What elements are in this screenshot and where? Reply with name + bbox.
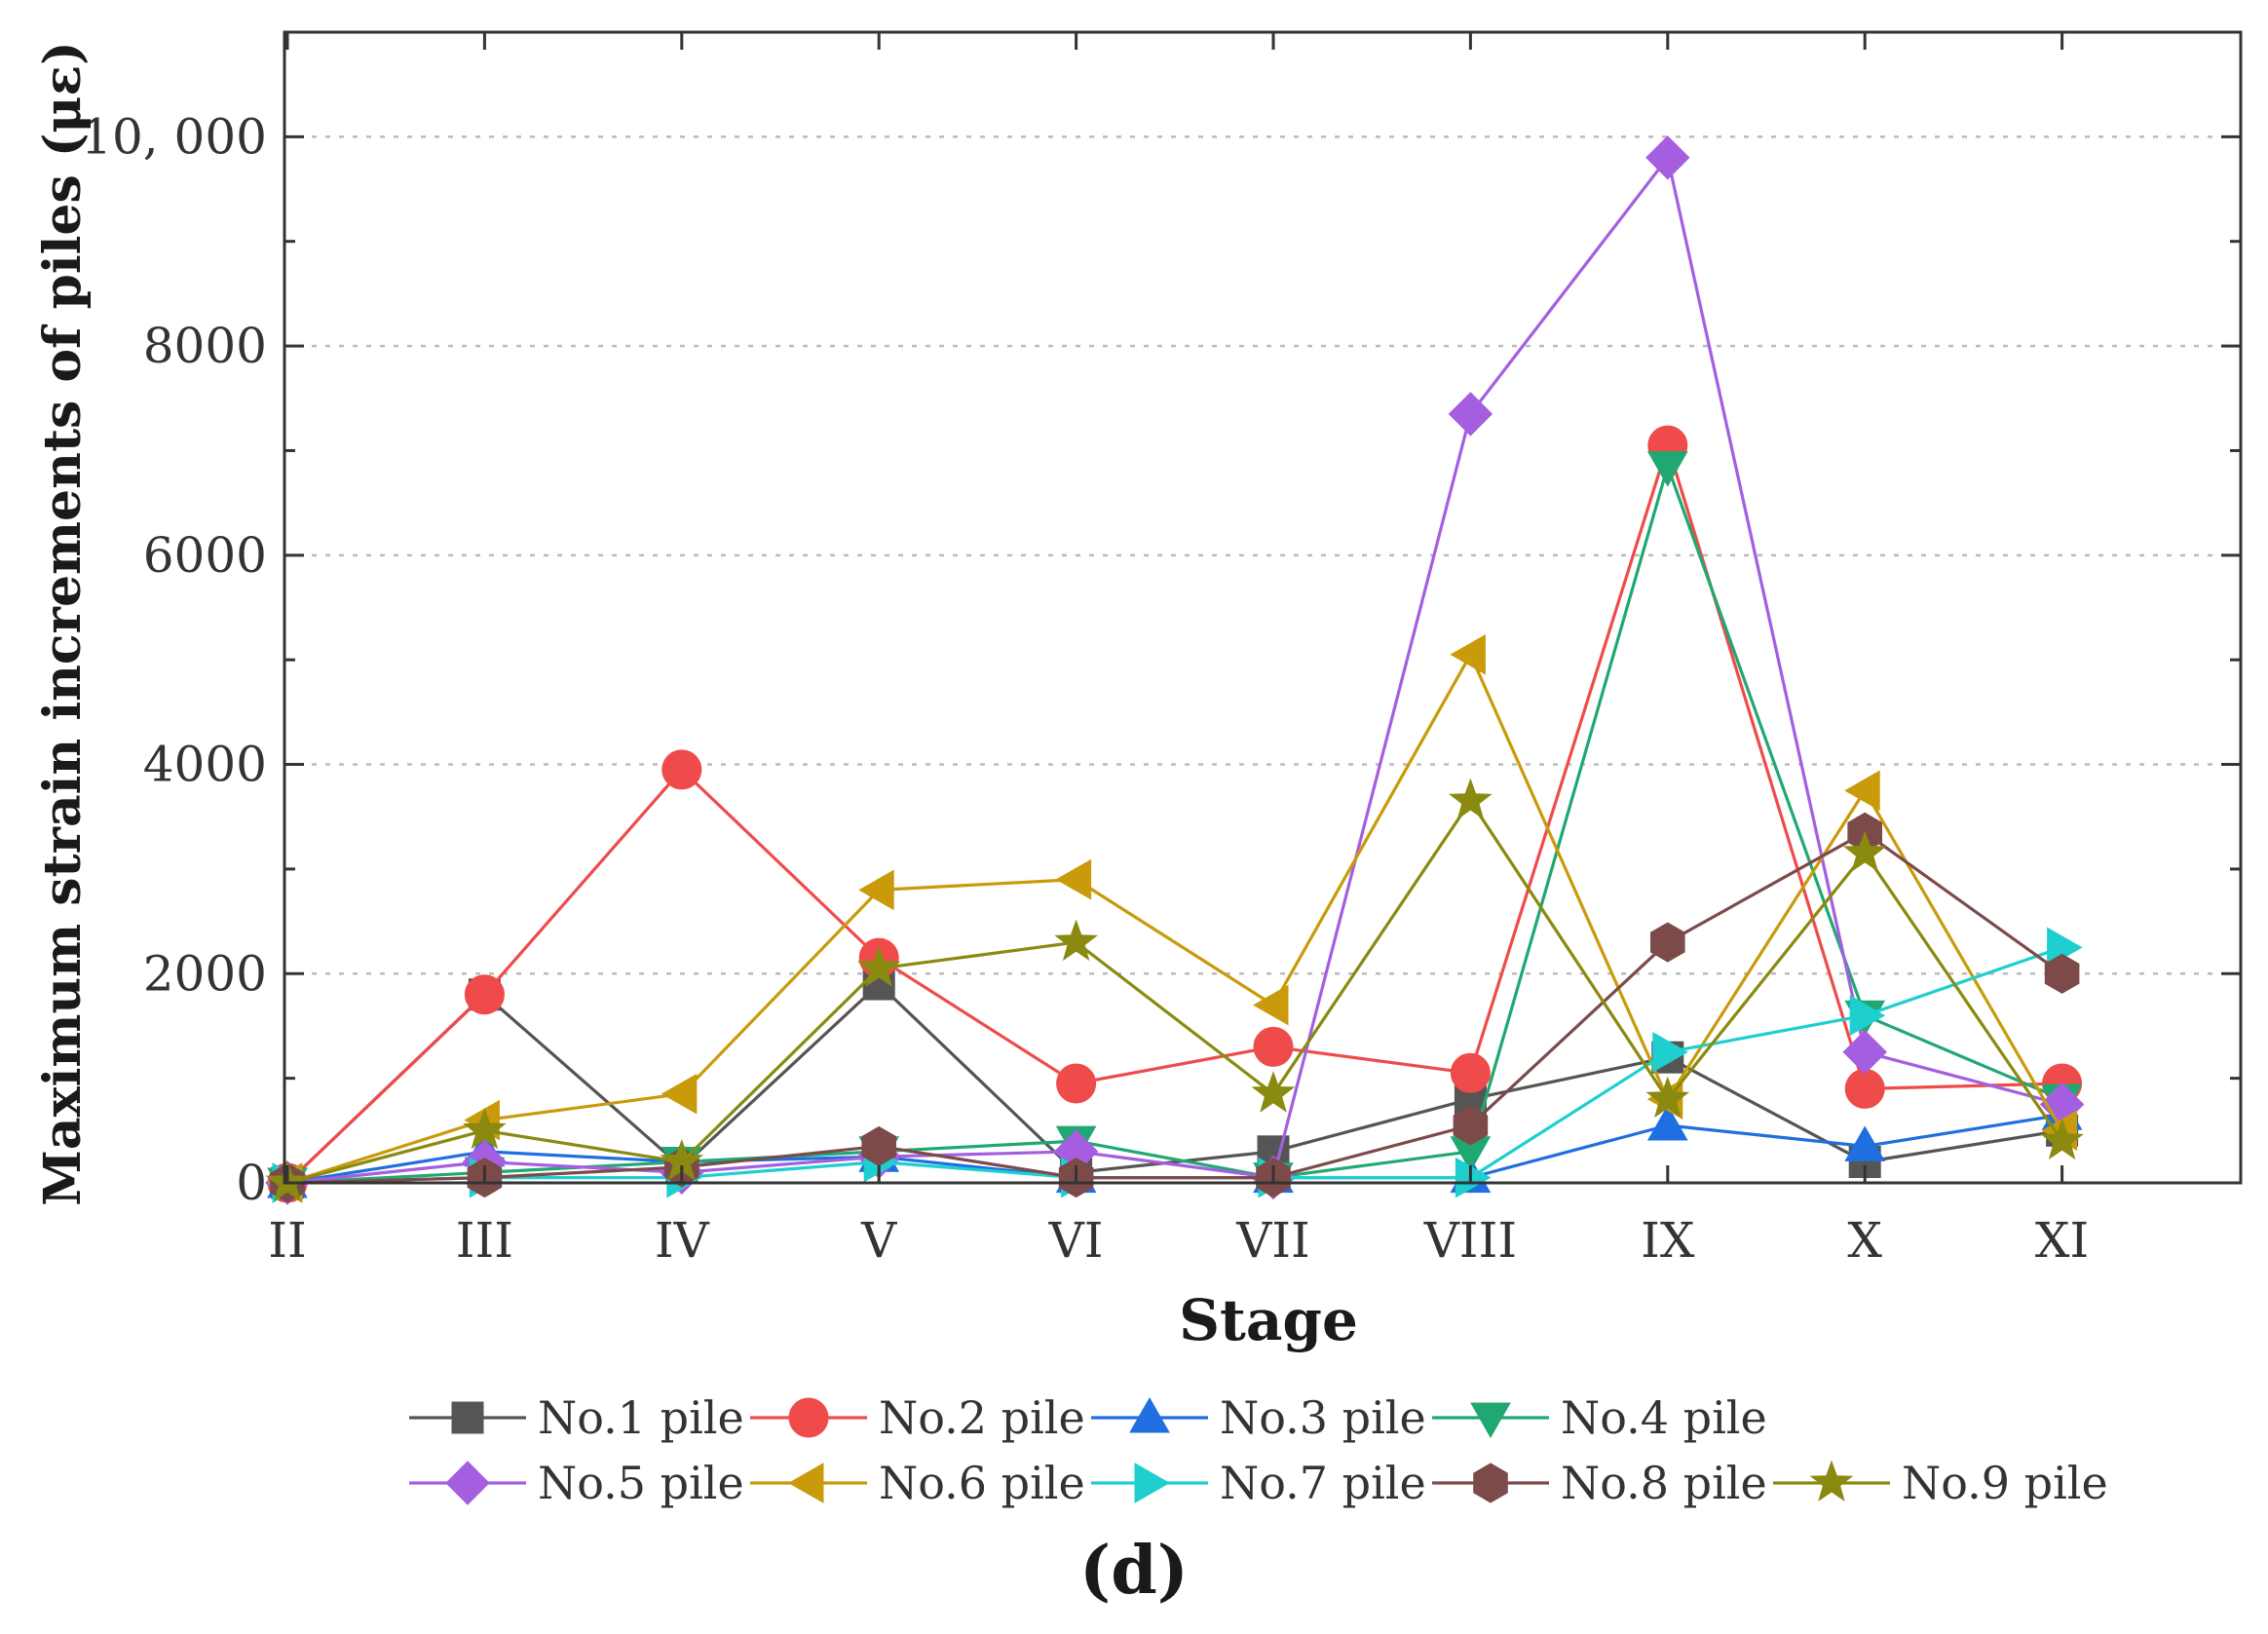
data-point — [1844, 1125, 1886, 1161]
data-point — [1645, 135, 1690, 180]
data-point — [1652, 1031, 1688, 1073]
legend-marker — [1129, 1396, 1170, 1433]
data-point — [2040, 1118, 2084, 1160]
legend-label: No.9 pile — [1902, 1457, 2108, 1509]
data-point — [1842, 830, 1887, 872]
data-point — [1646, 451, 1688, 487]
legend-label: No.3 pile — [1220, 1391, 1426, 1444]
legend-label: No.8 pile — [1561, 1457, 1767, 1509]
data-point — [2044, 953, 2080, 994]
legend-marker — [451, 1401, 484, 1434]
data-point — [1054, 919, 1098, 962]
data-point — [1842, 1030, 1887, 1075]
data-point — [464, 974, 505, 1015]
series-line — [286, 799, 2063, 1185]
legend: No.1 pile No.2 pile No.3 pile No.4 pile No.5… — [409, 1391, 2108, 1509]
legend-label: No.7 pile — [1220, 1457, 1426, 1509]
data-point — [856, 945, 901, 987]
legend-item: No.5 pile — [409, 1457, 744, 1509]
legend-marker — [1470, 1402, 1511, 1439]
legend-item: No.8 pile — [1432, 1457, 1767, 1509]
legend-marker — [1809, 1460, 1854, 1501]
series-line — [285, 982, 2062, 1185]
x-tick-label: III — [456, 1212, 513, 1269]
x-axis-label: Stage — [1179, 1287, 1358, 1353]
legend-label: No.5 pile — [538, 1457, 744, 1509]
data-point — [1449, 778, 1493, 820]
x-tick-label: VI — [1048, 1212, 1104, 1269]
data-point — [1253, 1026, 1294, 1067]
series-2 — [267, 425, 2083, 1203]
series-4 — [267, 451, 2083, 1204]
y-tick-label: 0 — [236, 1155, 267, 1211]
data-point — [1055, 858, 1092, 900]
series-group — [265, 135, 2085, 1205]
y-axis-label: Maximum strain increments of piles (με) — [33, 41, 93, 1205]
data-point — [1849, 995, 1886, 1037]
plot-frame — [283, 30, 2243, 1185]
data-point — [1453, 1105, 1489, 1146]
data-point — [463, 1107, 507, 1150]
series-9 — [265, 778, 2084, 1201]
legend-marker — [1134, 1463, 1171, 1503]
legend-label: No.4 pile — [1561, 1391, 1767, 1444]
x-tick-label: II — [268, 1212, 307, 1269]
y-tick-label: 10, 000 — [81, 108, 267, 165]
legend-item: No.4 pile — [1432, 1391, 1767, 1444]
x-tick-label: V — [860, 1212, 897, 1269]
data-point — [1450, 1052, 1491, 1093]
legend-label: No.2 pile — [879, 1391, 1085, 1444]
data-point — [1645, 1076, 1690, 1119]
data-point — [1448, 392, 1493, 437]
series-line — [286, 653, 2063, 1185]
legend-item: No.6 pile — [750, 1457, 1085, 1509]
legend-marker — [788, 1397, 829, 1438]
x-tick-label: IV — [655, 1212, 710, 1269]
data-point — [1450, 633, 1486, 675]
legend-label: No.6 pile — [879, 1457, 1085, 1509]
series-8 — [270, 812, 2080, 1203]
x-tick-label: IX — [1641, 1212, 1695, 1269]
series-line — [286, 830, 2063, 1185]
y-tick-label: 6000 — [143, 527, 267, 584]
legend-marker — [445, 1461, 490, 1505]
x-tick-label: VIII — [1423, 1212, 1517, 1269]
y-tick-label: 8000 — [143, 318, 267, 374]
legend-item: No.3 pile — [1091, 1391, 1426, 1444]
data-point — [1844, 770, 1880, 812]
legend-marker — [1473, 1463, 1508, 1503]
data-point — [1455, 1157, 1492, 1198]
data-point — [1056, 1063, 1097, 1104]
legend-item: No.1 pile — [409, 1391, 744, 1444]
y-tick-label: 4000 — [143, 737, 267, 793]
series-5 — [265, 135, 2085, 1205]
x-tick-label: XI — [2035, 1212, 2089, 1269]
x-tick-label: X — [1847, 1212, 1882, 1269]
legend-item: No.9 pile — [1773, 1457, 2108, 1509]
series-line — [285, 443, 2062, 1185]
series-line — [286, 465, 2063, 1185]
x-tick-label: VII — [1235, 1212, 1310, 1269]
data-point — [1844, 1068, 1885, 1109]
data-point — [858, 869, 894, 911]
data-point — [662, 749, 702, 790]
legend-marker — [787, 1463, 824, 1503]
legend-label: No.1 pile — [538, 1391, 744, 1444]
legend-item: No.2 pile — [750, 1391, 1085, 1444]
data-point — [1251, 1071, 1296, 1113]
legend-item: No.7 pile — [1091, 1457, 1426, 1509]
y-tick-label: 2000 — [143, 945, 267, 1002]
gridlines — [284, 135, 2241, 975]
series-line — [286, 156, 2063, 1185]
data-point — [661, 1073, 698, 1115]
data-point — [1650, 922, 1685, 963]
data-point — [1646, 1104, 1688, 1141]
data-point — [1252, 984, 1289, 1026]
series-6 — [266, 633, 2078, 1203]
figure-caption: (d) — [1079, 1532, 1189, 1610]
